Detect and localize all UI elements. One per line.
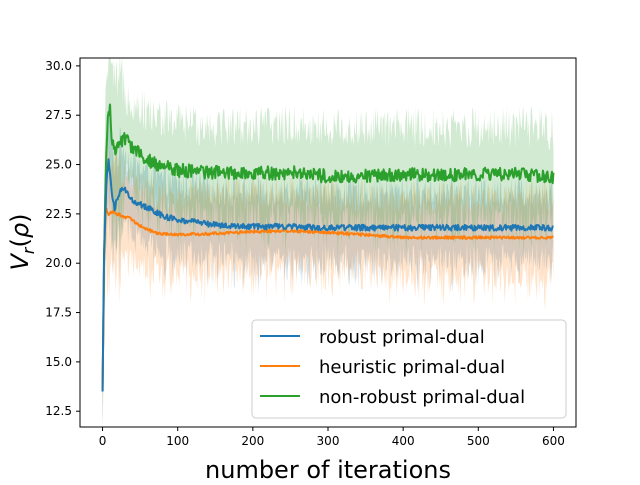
confidence-bands [102, 58, 554, 427]
legend-label: robust primal-dual [319, 327, 485, 348]
x-tick-label: 200 [241, 434, 264, 448]
legend-label: non-robust primal-dual [319, 387, 525, 408]
chart-legend: robust primal-dual heuristic primal-dual n… [251, 319, 567, 419]
y-axis-label: Vr(ρ) [6, 214, 38, 271]
x-tick-label: 500 [467, 434, 490, 448]
y-tick-label: 17.5 [45, 306, 72, 320]
series-line-non-robust-primal-dual [101, 103, 555, 392]
band-non-robust-primal-dual [102, 58, 554, 427]
x-tick-label: 100 [166, 434, 189, 448]
x-tick-label: 400 [392, 434, 415, 448]
legend-label: heuristic primal-dual [319, 357, 505, 378]
y-tick-label: 15.0 [45, 355, 72, 369]
series-line-robust-primal-dual [101, 158, 554, 392]
y-tick-label: 27.5 [45, 108, 72, 122]
legend-box [251, 319, 567, 419]
legend-items: robust primal-dual heuristic primal-dual n… [260, 327, 525, 408]
x-axis-label: number of iterations [205, 456, 451, 480]
y-tick-label: 12.5 [45, 404, 72, 418]
x-axis-ticks: 0 100 200 300 400 500 600 [99, 427, 565, 448]
band-heuristic-primal-dual [102, 142, 554, 427]
series-line-heuristic-primal-dual [101, 207, 554, 392]
y-tick-label: 25.0 [45, 158, 72, 172]
x-tick-label: 0 [99, 434, 107, 448]
y-tick-label: 30.0 [45, 59, 72, 73]
band-robust-primal-dual [102, 104, 554, 427]
series-lines [101, 103, 555, 392]
y-tick-label: 22.5 [45, 207, 72, 221]
x-tick-label: 600 [542, 434, 565, 448]
y-axis-ticks: 12.5 15.0 17.5 20.0 22.5 25.0 27.5 30.0 [45, 59, 80, 418]
x-tick-label: 300 [317, 434, 340, 448]
y-tick-label: 20.0 [45, 256, 72, 270]
